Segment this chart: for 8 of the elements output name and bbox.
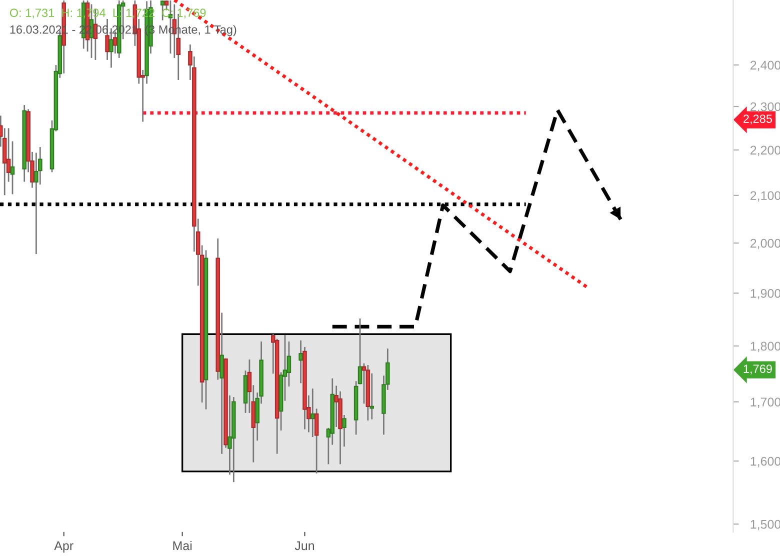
- x-tick-label: Apr: [54, 541, 74, 553]
- candlestick: [342, 415, 346, 447]
- x-tick-label: Mai: [173, 540, 192, 550]
- text: 2,285: [744, 114, 772, 124]
- text: 1,769: [744, 364, 772, 374]
- candlestick: [310, 388, 315, 438]
- x-tick-label: Jun: [294, 541, 314, 550]
- candlestick: [298, 340, 303, 384]
